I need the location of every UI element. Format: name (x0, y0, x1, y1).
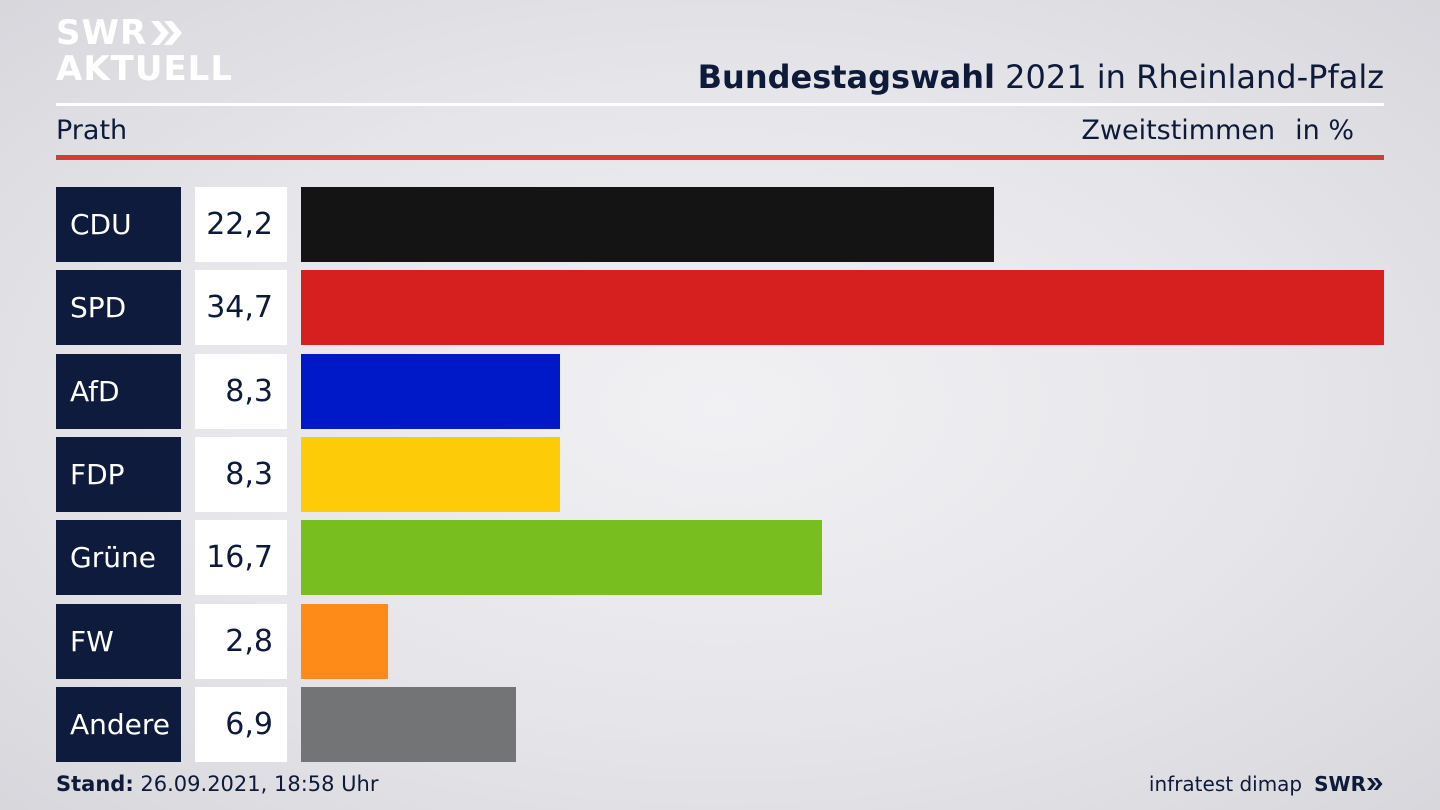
bar (301, 187, 994, 262)
value-label: 8,3 (195, 437, 287, 512)
party-label: Andere (56, 687, 181, 762)
bar (301, 604, 388, 679)
title-rest: 2021 in Rheinland-Pfalz (995, 58, 1384, 96)
value-label: 22,2 (195, 187, 287, 262)
party-label: Grüne (56, 520, 181, 595)
chart-title: Bundestagswahl 2021 in Rheinland-Pfalz (698, 58, 1384, 96)
header-divider (56, 103, 1384, 106)
party-label: FW (56, 604, 181, 679)
logo-line1: SWR (56, 13, 148, 53)
party-label: FDP (56, 437, 181, 512)
measure-label: Zweitstimmen in % (1081, 115, 1354, 146)
bar (301, 437, 560, 512)
accent-divider (56, 155, 1384, 160)
source-credit: infratest dimap SWR (1149, 772, 1384, 796)
timestamp: Stand: 26.09.2021, 18:58 Uhr (56, 772, 379, 796)
value-label: 16,7 (195, 520, 287, 595)
party-label: AfD (56, 354, 181, 429)
bar (301, 270, 1384, 345)
value-label: 8,3 (195, 354, 287, 429)
stand-label: Stand: (56, 772, 134, 796)
stand-value: 26.09.2021, 18:58 Uhr (133, 772, 379, 796)
value-label: 6,9 (195, 687, 287, 762)
value-label: 34,7 (195, 270, 287, 345)
logo-line2: AKTUELL (56, 49, 234, 89)
double-chevron-icon (1367, 778, 1383, 790)
measure-name: Zweitstimmen (1081, 115, 1276, 146)
title-bold: Bundestagswahl (697, 58, 995, 96)
bar (301, 687, 516, 762)
source-brand: SWR (1314, 772, 1366, 796)
value-label: 2,8 (195, 604, 287, 679)
bar (301, 520, 822, 595)
unit-label: in % (1295, 115, 1354, 146)
bar (301, 354, 560, 429)
double-chevron-icon (151, 21, 183, 45)
swr-aktuell-logo: SWR AKTUELL (56, 16, 233, 86)
swr-footer-logo: SWR (1314, 772, 1384, 796)
party-label: CDU (56, 187, 181, 262)
region-label: Prath (56, 115, 128, 146)
party-label: SPD (56, 270, 181, 345)
source-name: infratest dimap (1148, 772, 1303, 796)
